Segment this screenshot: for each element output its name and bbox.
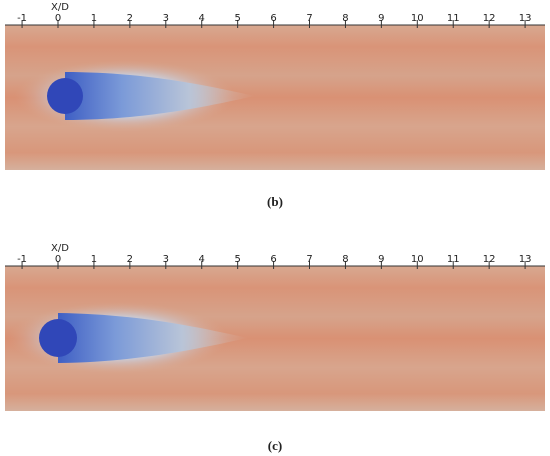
cylinder	[39, 319, 77, 357]
tick-label: 3	[163, 254, 169, 265]
tick-label: 6	[270, 254, 276, 265]
axis-label: X/D	[51, 243, 69, 254]
caption: (c)	[268, 438, 282, 453]
cylinder	[47, 78, 83, 114]
tick-label: 5	[234, 254, 240, 265]
caption: (b)	[267, 194, 283, 209]
tick-label: 4	[199, 254, 205, 265]
tick-label: 11	[447, 254, 460, 265]
tick-label: -1	[17, 13, 27, 24]
tick-label: 4	[199, 13, 205, 24]
tick-label: 13	[519, 13, 532, 24]
tick-label: 7	[306, 254, 312, 265]
tick-label: 0	[55, 13, 61, 24]
tick-label: 3	[163, 13, 169, 24]
tick-label: 2	[127, 254, 133, 265]
tick-label: 9	[378, 254, 384, 265]
tick-label: 5	[234, 13, 240, 24]
tick-label: 1	[91, 13, 97, 24]
tick-label: 10	[411, 13, 424, 24]
wake	[58, 313, 248, 363]
tick-label: 6	[270, 13, 276, 24]
tick-label: 12	[483, 254, 496, 265]
tick-label: 7	[306, 13, 312, 24]
tick-label: 0	[55, 254, 61, 265]
tick-label: 10	[411, 254, 424, 265]
tick-label: 13	[519, 254, 532, 265]
tick-label: 8	[342, 254, 348, 265]
tick-label: -1	[17, 254, 27, 265]
wake	[65, 72, 255, 120]
tick-label: 8	[342, 13, 348, 24]
tick-label: 9	[378, 13, 384, 24]
tick-label: 11	[447, 13, 460, 24]
tick-label: 12	[483, 13, 496, 24]
tick-label: 1	[91, 254, 97, 265]
tick-label: 2	[127, 13, 133, 24]
axis-label: X/D	[51, 2, 69, 13]
